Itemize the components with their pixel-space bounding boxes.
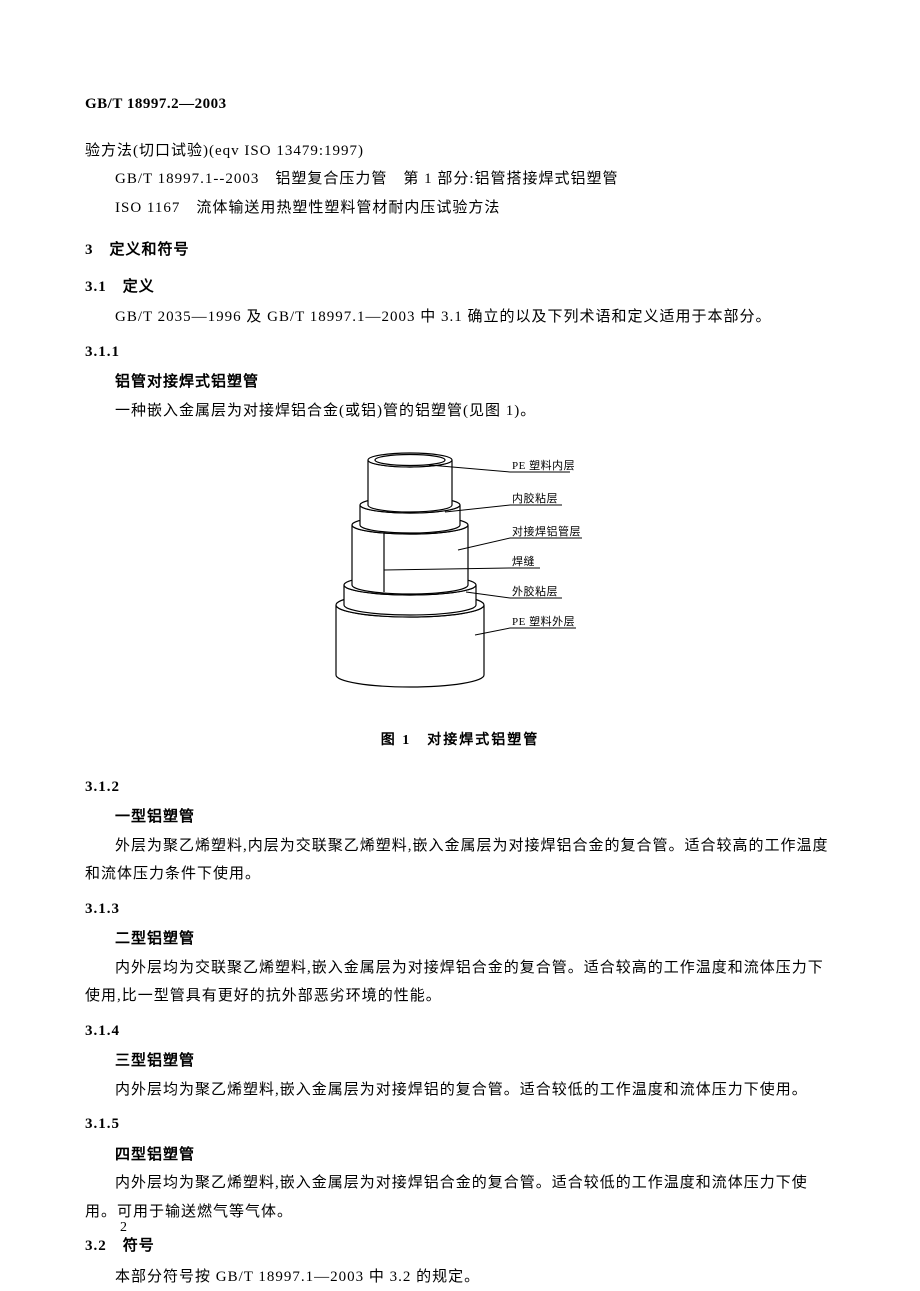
svg-text:PE 塑料外层: PE 塑料外层	[512, 614, 575, 628]
section-3-1-heading: 3.1 定义	[85, 273, 835, 302]
body-3-1-4: 内外层均为聚乙烯塑料,嵌入金属层为对接焊铝的复合管。适合较低的工作温度和流体压力…	[85, 1076, 835, 1105]
page-number: 2	[120, 1215, 128, 1242]
body-3-1-2: 外层为聚乙烯塑料,内层为交联聚乙烯塑料,嵌入金属层为对接焊铝合金的复合管。适合较…	[85, 832, 835, 889]
body-3-1-5: 内外层均为聚乙烯塑料,嵌入金属层为对接焊铝合金的复合管。适合较低的工作温度和流体…	[85, 1169, 835, 1226]
section-3-1-1-num: 3.1.1	[85, 338, 835, 367]
pipe-diagram: PE 塑料内层内胶粘层对接焊铝管层焊缝外胶粘层 PE 塑料外层	[280, 450, 640, 710]
intro-line-3: ISO 1167 流体输送用热塑性塑料管材耐内压试验方法	[85, 194, 835, 223]
svg-text:焊缝: 焊缝	[512, 554, 535, 568]
section-3-1-body: GB/T 2035—1996 及 GB/T 18997.1—2003 中 3.1…	[85, 303, 835, 332]
intro-line-2: GB/T 18997.1--2003 铝塑复合压力管 第 1 部分:铝管搭接焊式…	[85, 165, 835, 194]
term-3-1-4: 三型铝塑管	[85, 1047, 835, 1076]
svg-text:对接焊铝管层: 对接焊铝管层	[512, 524, 581, 538]
term-3-1-3: 二型铝塑管	[85, 925, 835, 954]
term-3-1-5: 四型铝塑管	[85, 1141, 835, 1170]
figure-1-caption: 图 1 对接焊式铝塑管	[381, 728, 540, 755]
section-3-heading: 3 定义和符号	[85, 236, 835, 265]
svg-text:内胶粘层: 内胶粘层	[512, 491, 558, 505]
figure-1: PE 塑料内层内胶粘层对接焊铝管层焊缝外胶粘层 PE 塑料外层 图 1 对接焊式铝…	[85, 450, 835, 755]
document-code: GB/T 18997.2—2003	[85, 90, 835, 119]
body-3-1-1: 一种嵌入金属层为对接焊铝合金(或铝)管的铝塑管(见图 1)。	[85, 397, 835, 426]
svg-text:外胶粘层: 外胶粘层	[512, 584, 558, 598]
section-3-1-5-num: 3.1.5	[85, 1110, 835, 1139]
term-3-1-1: 铝管对接焊式铝塑管	[85, 368, 835, 397]
body-3-1-3: 内外层均为交联聚乙烯塑料,嵌入金属层为对接焊铝合金的复合管。适合较高的工作温度和…	[85, 954, 835, 1011]
section-3-1-4-num: 3.1.4	[85, 1017, 835, 1046]
section-3-1-2-num: 3.1.2	[85, 773, 835, 802]
svg-text:PE 塑料内层: PE 塑料内层	[512, 458, 575, 472]
section-3-1-3-num: 3.1.3	[85, 895, 835, 924]
term-3-1-2: 一型铝塑管	[85, 803, 835, 832]
intro-line-1: 验方法(切口试验)(eqv ISO 13479:1997)	[85, 137, 835, 166]
section-3-2-heading: 3.2 符号	[85, 1232, 835, 1261]
